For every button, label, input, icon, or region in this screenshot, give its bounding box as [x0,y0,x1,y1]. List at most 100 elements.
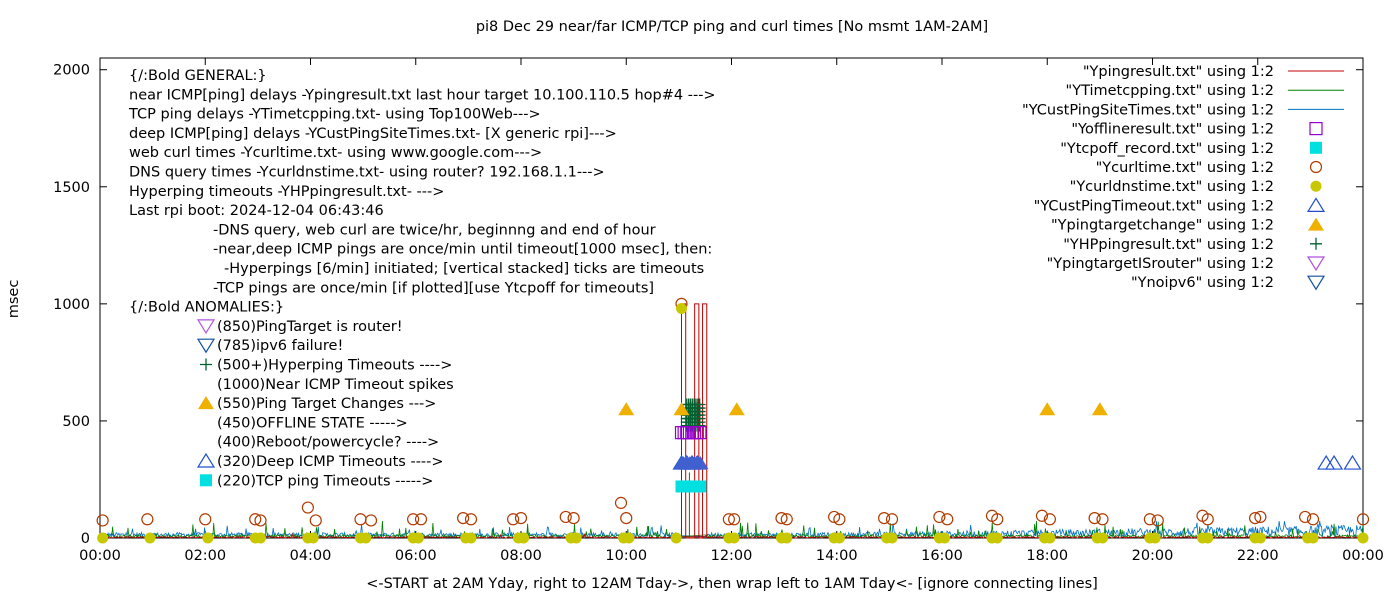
y-tick-label: 0 [81,531,90,547]
x-axis-label: <-START at 2AM Yday, right to 12AM Tday-… [366,576,1098,592]
x-tick-label: 12:00 [711,548,753,564]
x-tick-label: 06:00 [395,548,437,564]
y-tick-label: 1000 [53,297,90,313]
curl-dns-point [1254,532,1266,544]
curl-time-point [614,496,628,509]
curl-time-point [507,513,520,526]
curl-time-point [514,511,528,525]
curl-time-point [1043,513,1056,526]
curl-time-point [878,511,891,525]
curl-time-point [1249,511,1262,525]
legend-marker [1306,256,1326,272]
anomaly-line: (1000)Near ICMP Timeout spikes [217,377,454,393]
curl-time-point [96,514,109,527]
legend-marker [1310,237,1322,250]
x-tick-label: 00:00 [79,548,121,564]
curl-time-point [991,513,1004,526]
curl-time-point [722,513,735,526]
curl-time-point [354,513,367,526]
legend-label: "Yofflineresult.txt" using 1:2 [1071,122,1274,138]
curl-time-point [1151,514,1164,527]
curl-time-point [407,513,420,526]
note-line: near ICMP[ping] delays -Ypingresult.txt … [129,87,716,103]
legend-label: "YpingtargetISrouter" using 1:2 [1047,256,1274,272]
curl-time-point [464,513,478,526]
curl-time-point [414,513,428,526]
notes-block: {/:Bold GENERAL:} near ICMP[ping] delays … [128,68,716,489]
curl-time-point [1088,511,1101,525]
curl-dns-point [465,532,477,544]
note-line: deep ICMP[ping] delays -YCustPingSiteTim… [129,126,617,142]
curl-dns-point [670,532,682,544]
anomaly-line: (550)Ping Target Changes ---> [217,396,436,412]
note-line: Hyperping timeouts -YHPpingresult.txt- -… [129,184,444,200]
note-line: {/:Bold ANOMALIES:} [129,300,284,316]
curl-dns-point [623,532,635,544]
legend-marker [1308,217,1324,231]
x-tick-label: 08:00 [500,548,542,564]
offline-point [693,426,707,440]
curl-time-point [249,513,262,526]
curl-time-point [141,513,154,526]
note-line: TCP ping delays -YTimetcpping.txt- using… [128,107,541,123]
legend-label: "Ypingresult.txt" using 1:2 [1083,64,1274,80]
legend-marker [1310,141,1322,154]
legend-marker [1309,160,1323,174]
x-tick-label: 00:00 [1342,548,1384,564]
legend-label: "Ypingtargetchange" using 1:2 [1051,218,1274,234]
legend-label: "YCustPingTimeout.txt" using 1:2 [1034,198,1274,214]
curl-dns-point [781,532,793,544]
curl-time-point [885,513,899,526]
curl-time-point [941,513,954,526]
ping-target-change-point [728,402,745,416]
curl-time-point [301,501,314,514]
y-tick-label: 1500 [53,180,90,196]
curl-dns-point [307,532,319,544]
curl-dns-point [1307,532,1319,544]
curl-time-point [1254,510,1267,524]
curl-time-point [309,514,322,527]
note-line: web curl times -Ycurltime.txt- using www… [129,145,542,161]
y-axis-label: msec [6,280,22,319]
y-tick-label: 2000 [53,63,90,79]
x-tick-label: 16:00 [921,548,963,564]
anomaly-marker [200,358,212,371]
curl-time-point [1356,513,1370,526]
curl-time-point [254,514,267,527]
x-tick-label: 18:00 [1026,548,1068,564]
curl-time-point [559,510,572,524]
curl-time-point [1143,513,1156,526]
anomaly-line: (850)PingTarget is router! [217,319,403,335]
hp-timeout-point [693,398,706,411]
y-tick-label: 500 [62,414,90,430]
ping-target-change-point [1091,402,1108,416]
curl-dns-point [97,532,109,544]
curl-time-point [567,511,580,525]
legend-marker [1309,121,1323,136]
curl-dns-point [360,532,372,544]
ping-target-change-point [1039,402,1056,416]
x-tick-label: 20:00 [1132,548,1174,564]
legend-marker [1306,275,1326,291]
ping-target-change-point [618,402,635,416]
anomaly-marker [196,452,216,468]
curl-dns-point [412,532,424,544]
curl-dns-point [676,303,688,315]
note-line: -Hyperpings [6/min] initiated; [vertical… [224,261,704,277]
note-line: Last rpi boot: 2024-12-04 06:43:46 [129,203,384,219]
x-tick-label: 10:00 [605,548,647,564]
anomaly-line: (400)Reboot/powercycle? ----> [217,435,439,451]
note-line: -TCP pings are once/min [if plotted][use… [213,280,654,296]
anomaly-line: (785)ipv6 failure! [217,338,343,354]
cust-timeout-point [1317,454,1336,470]
legend: "Ypingresult.txt" using 1:2 "YTimetcpping… [1022,64,1344,291]
curl-time-point [728,513,741,526]
curl-time-point [1201,513,1214,526]
x-tick-label: 04:00 [290,548,332,564]
curl-time-point [1035,509,1049,522]
curl-dns-point [144,532,156,544]
note-line: {/:Bold GENERAL:} [129,68,267,84]
curl-time-point [199,513,212,526]
curl-dns-point [518,532,530,544]
